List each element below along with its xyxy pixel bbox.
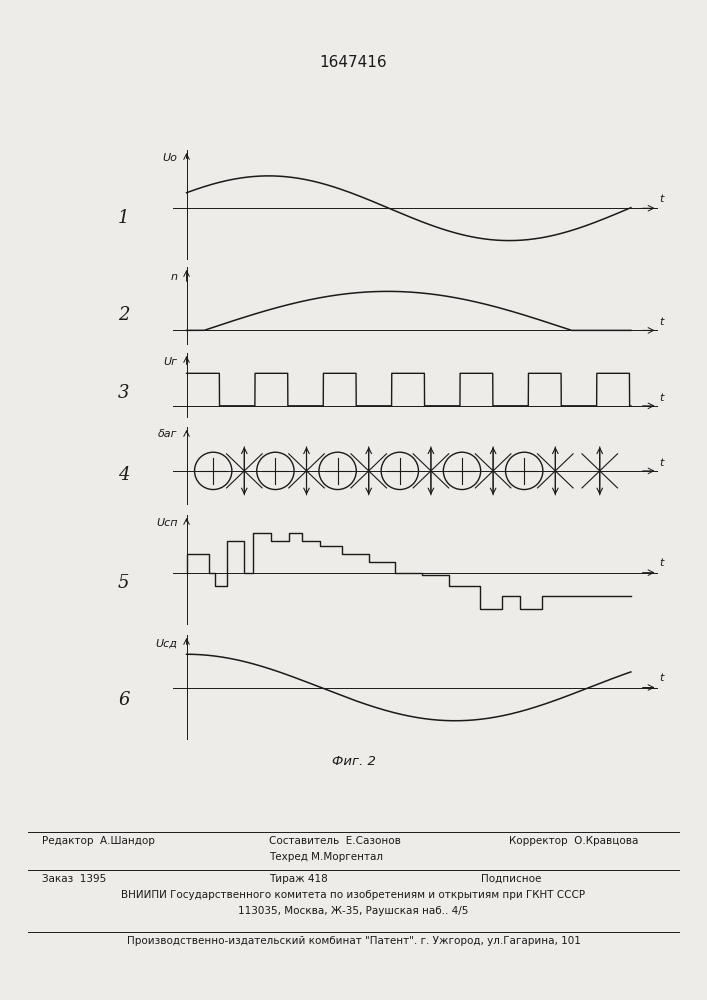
Text: t: t — [660, 673, 664, 683]
Text: Uсп: Uсп — [156, 518, 177, 528]
Text: δаг: δаг — [158, 429, 177, 439]
Text: t: t — [660, 558, 664, 568]
Text: 1647416: 1647416 — [320, 55, 387, 70]
Text: Заказ  1395: Заказ 1395 — [42, 874, 107, 884]
Text: Составитель  Е.Сазонов: Составитель Е.Сазонов — [269, 836, 401, 846]
Text: t: t — [660, 194, 664, 204]
Text: ВНИИПИ Государственного комитета по изобретениям и открытиям при ГКНТ СССР: ВНИИПИ Государственного комитета по изоб… — [122, 890, 585, 900]
Text: t: t — [660, 317, 664, 327]
Text: t: t — [660, 393, 664, 403]
Text: Uо: Uо — [163, 153, 177, 163]
Text: 5: 5 — [118, 574, 129, 592]
Text: 3: 3 — [118, 384, 129, 402]
Text: Корректор  О.Кравцова: Корректор О.Кравцова — [509, 836, 638, 846]
Text: Редактор  А.Шандор: Редактор А.Шандор — [42, 836, 156, 846]
Text: Техред М.Моргентал: Техред М.Моргентал — [269, 852, 382, 862]
Text: 113035, Москва, Ж-35, Раушская наб.. 4/5: 113035, Москва, Ж-35, Раушская наб.. 4/5 — [238, 906, 469, 916]
Text: Uг: Uг — [163, 357, 177, 367]
Text: 2: 2 — [118, 306, 129, 324]
Text: Подписное: Подписное — [481, 874, 541, 884]
Text: 6: 6 — [118, 691, 129, 709]
Text: Uсд: Uсд — [156, 639, 177, 648]
Text: n: n — [170, 272, 177, 282]
Text: Фиг. 2: Фиг. 2 — [332, 755, 375, 768]
Text: Тираж 418: Тираж 418 — [269, 874, 327, 884]
Text: 4: 4 — [118, 466, 129, 484]
Text: Производственно-издательский комбинат "Патент". г. Ужгород, ул.Гагарина, 101: Производственно-издательский комбинат "П… — [127, 936, 580, 946]
Text: t: t — [660, 458, 664, 468]
Text: 1: 1 — [118, 209, 129, 227]
